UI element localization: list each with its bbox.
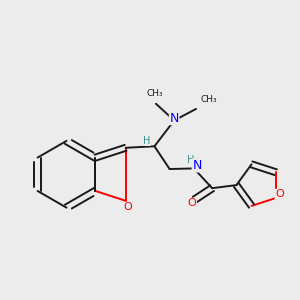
Text: N: N bbox=[169, 112, 179, 124]
Text: O: O bbox=[275, 189, 284, 199]
Text: CH₃: CH₃ bbox=[201, 95, 217, 104]
Text: H: H bbox=[143, 136, 151, 146]
Text: CH₃: CH₃ bbox=[146, 89, 163, 98]
Text: O: O bbox=[188, 198, 197, 208]
Text: O: O bbox=[123, 202, 132, 212]
Text: N: N bbox=[192, 159, 202, 172]
Text: H: H bbox=[187, 155, 194, 165]
